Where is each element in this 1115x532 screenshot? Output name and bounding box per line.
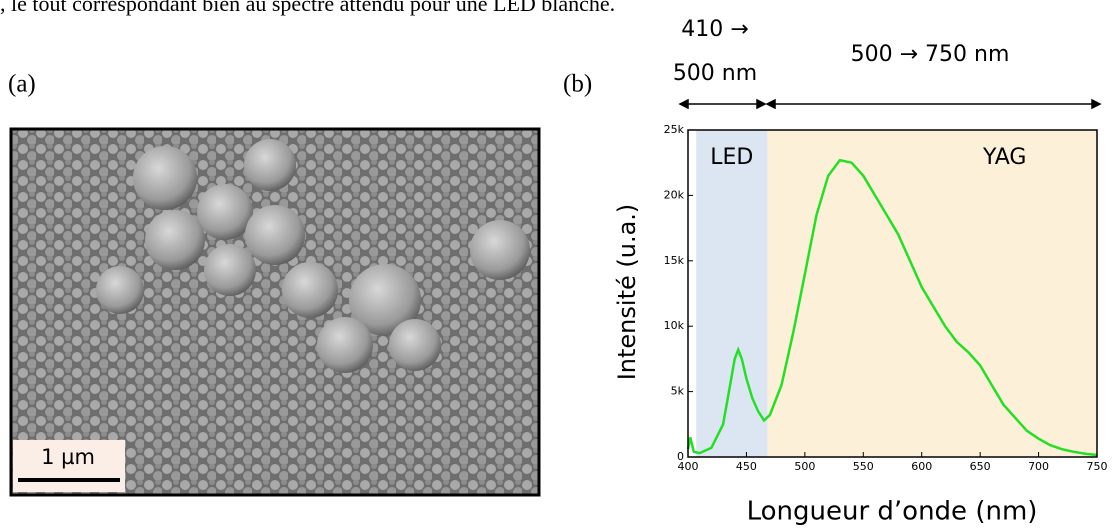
- x-tick-label: 650: [970, 460, 991, 473]
- y-tick-label: 5k: [671, 385, 685, 398]
- y-tick-label: 10k: [664, 319, 685, 332]
- sem-image: 1 µm: [9, 127, 541, 497]
- range-label: 410 →: [681, 17, 748, 42]
- region: [767, 130, 1097, 457]
- spectrum-chart: LED YAG 400 450 500 550 600 650 700 750 0 5k 10k 15k 2…: [664, 123, 1108, 473]
- y-tick-label: 25k: [664, 123, 685, 136]
- scale-bar-label: 1 µm: [41, 445, 95, 469]
- x-tick-label: 700: [1028, 460, 1049, 473]
- x-tick-label: 750: [1087, 460, 1108, 473]
- region-label: YAG: [982, 145, 1026, 170]
- region-label: LED: [710, 145, 753, 170]
- x-tick-label: 400: [678, 460, 699, 473]
- x-tick-label: 600: [911, 460, 932, 473]
- y-tick-label: 0: [677, 450, 684, 463]
- x-tick-label: 450: [736, 460, 757, 473]
- y-axis-label: Intensité (u.a.): [613, 204, 641, 381]
- x-axis-label: Longueur d’onde (nm): [747, 497, 1038, 527]
- x-tick-label: 550: [853, 460, 874, 473]
- range-label: 500 → 750 nm: [851, 42, 1010, 67]
- panel-label: (a): [8, 71, 36, 98]
- caption: , le tout correspondant bien au spectre …: [0, 0, 615, 16]
- y-tick-label: 15k: [664, 254, 685, 267]
- y-tick-label: 20k: [664, 188, 685, 201]
- spectrum-line: [686, 158, 1098, 457]
- range-label: 500 nm: [673, 61, 757, 86]
- panel-label: (b): [563, 71, 592, 98]
- range-arrows: [678, 98, 1102, 110]
- x-tick-label: 500: [794, 460, 815, 473]
- plot-frame: [687, 129, 1098, 458]
